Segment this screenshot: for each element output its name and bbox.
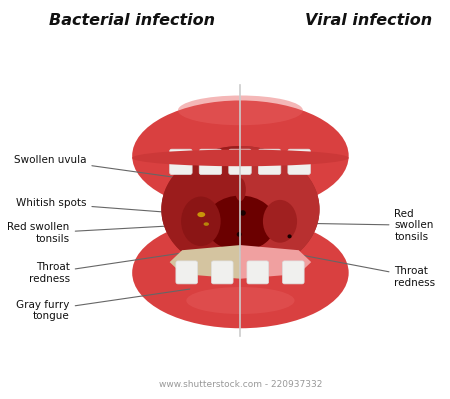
Text: Throat
redness: Throat redness <box>304 255 436 288</box>
Ellipse shape <box>132 217 349 328</box>
Ellipse shape <box>205 196 276 251</box>
Ellipse shape <box>235 178 246 201</box>
Text: Whitish spots: Whitish spots <box>16 198 190 214</box>
FancyBboxPatch shape <box>170 149 192 174</box>
Ellipse shape <box>178 95 303 125</box>
Ellipse shape <box>263 200 297 243</box>
FancyBboxPatch shape <box>247 261 269 284</box>
Ellipse shape <box>181 197 220 246</box>
Text: Throat
redness: Throat redness <box>29 253 180 284</box>
FancyBboxPatch shape <box>229 149 251 174</box>
FancyBboxPatch shape <box>212 261 233 284</box>
Polygon shape <box>162 146 240 273</box>
Text: Gray furry
tongue: Gray furry tongue <box>16 289 190 321</box>
FancyBboxPatch shape <box>283 261 304 284</box>
Text: Swollen uvula: Swollen uvula <box>14 155 231 185</box>
Polygon shape <box>240 146 320 273</box>
Ellipse shape <box>203 222 209 226</box>
Polygon shape <box>170 245 240 279</box>
Circle shape <box>288 234 292 238</box>
Text: www.shutterstock.com - 220937332: www.shutterstock.com - 220937332 <box>159 380 322 389</box>
Text: Red swollen
tonsils: Red swollen tonsils <box>8 222 180 244</box>
FancyBboxPatch shape <box>176 261 198 284</box>
Polygon shape <box>240 245 311 279</box>
Text: Bacterial infection: Bacterial infection <box>49 13 215 28</box>
Ellipse shape <box>132 150 349 166</box>
Ellipse shape <box>161 146 320 273</box>
Ellipse shape <box>132 101 349 211</box>
FancyBboxPatch shape <box>199 149 222 174</box>
Ellipse shape <box>198 212 205 217</box>
Circle shape <box>237 232 242 237</box>
Ellipse shape <box>186 287 295 314</box>
FancyBboxPatch shape <box>258 149 281 174</box>
FancyBboxPatch shape <box>288 149 310 174</box>
Text: Red
swollen
tonsils: Red swollen tonsils <box>304 209 434 242</box>
Circle shape <box>240 210 246 216</box>
Text: Viral infection: Viral infection <box>305 13 432 28</box>
